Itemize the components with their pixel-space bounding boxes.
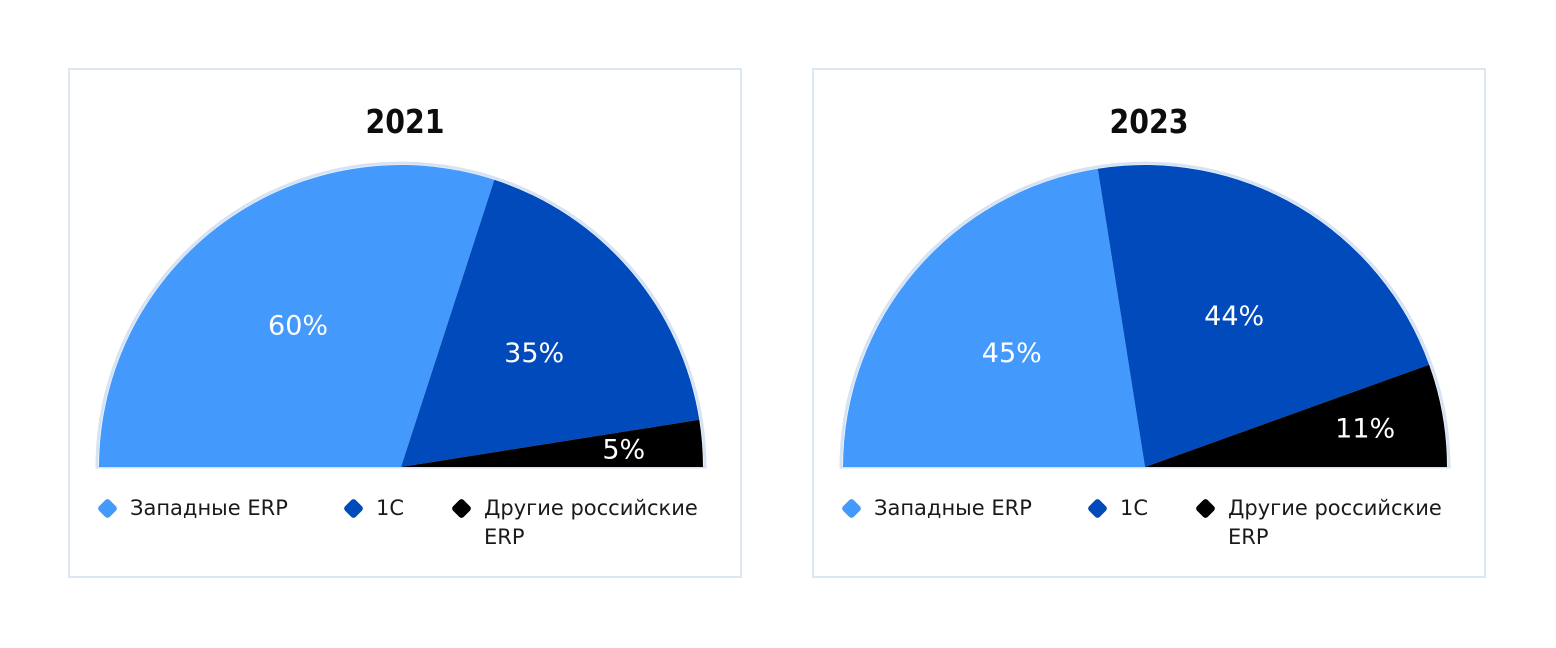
slice-label-western-erp: 45% [982,338,1042,369]
slice-label-other-russian-erp: 5% [602,434,645,465]
chart-legend: Западные ERP 1С Другие российские ERP [96,494,726,554]
slice-1c [401,179,700,467]
diamond-marker-icon [342,497,365,520]
legend-label: Другие российские ERP [1228,496,1442,549]
slice-western-erp [99,164,495,467]
chart-title: 2021 [365,102,445,141]
diamond-marker-icon [1194,497,1217,520]
slice-label-other-russian-erp: 11% [1335,414,1395,445]
diamond-marker-icon [1086,497,1109,520]
chart-title: 2023 [1109,102,1189,141]
slice-other-russian-erp [1145,364,1447,467]
legend-label: Западные ERP [874,496,1032,520]
diamond-marker-icon [96,497,119,520]
slice-other-russian-erp [401,419,703,467]
chart-panel-2023: 2023 45% 44% 11% Западные ERP 1С Другие ро… [812,68,1486,578]
chart-outline [95,161,707,469]
slice-western-erp [843,168,1145,467]
slice-label-western-erp: 60% [268,310,328,341]
legend-label: 1С [376,496,405,520]
slice-1c [1097,165,1430,468]
diamond-marker-icon [840,497,863,520]
diamond-marker-icon [450,497,473,520]
slice-label-1c: 44% [1204,301,1264,332]
chart-legend: Западные ERP 1С Другие российские ERP [840,494,1470,554]
chart-panel-2021: 2021 60% 35% 5% Западные ERP 1С Другие рос… [68,68,742,578]
legend-label: 1С [1120,496,1149,520]
chart-outline [839,161,1451,469]
semicircle-pie-chart: 45% 44% 11% [839,161,1451,469]
legend-label: Другие российские ERP [484,496,698,549]
slice-label-1c: 35% [504,338,564,369]
legend-label: Западные ERP [130,496,288,520]
semicircle-pie-chart: 60% 35% 5% [95,161,707,469]
